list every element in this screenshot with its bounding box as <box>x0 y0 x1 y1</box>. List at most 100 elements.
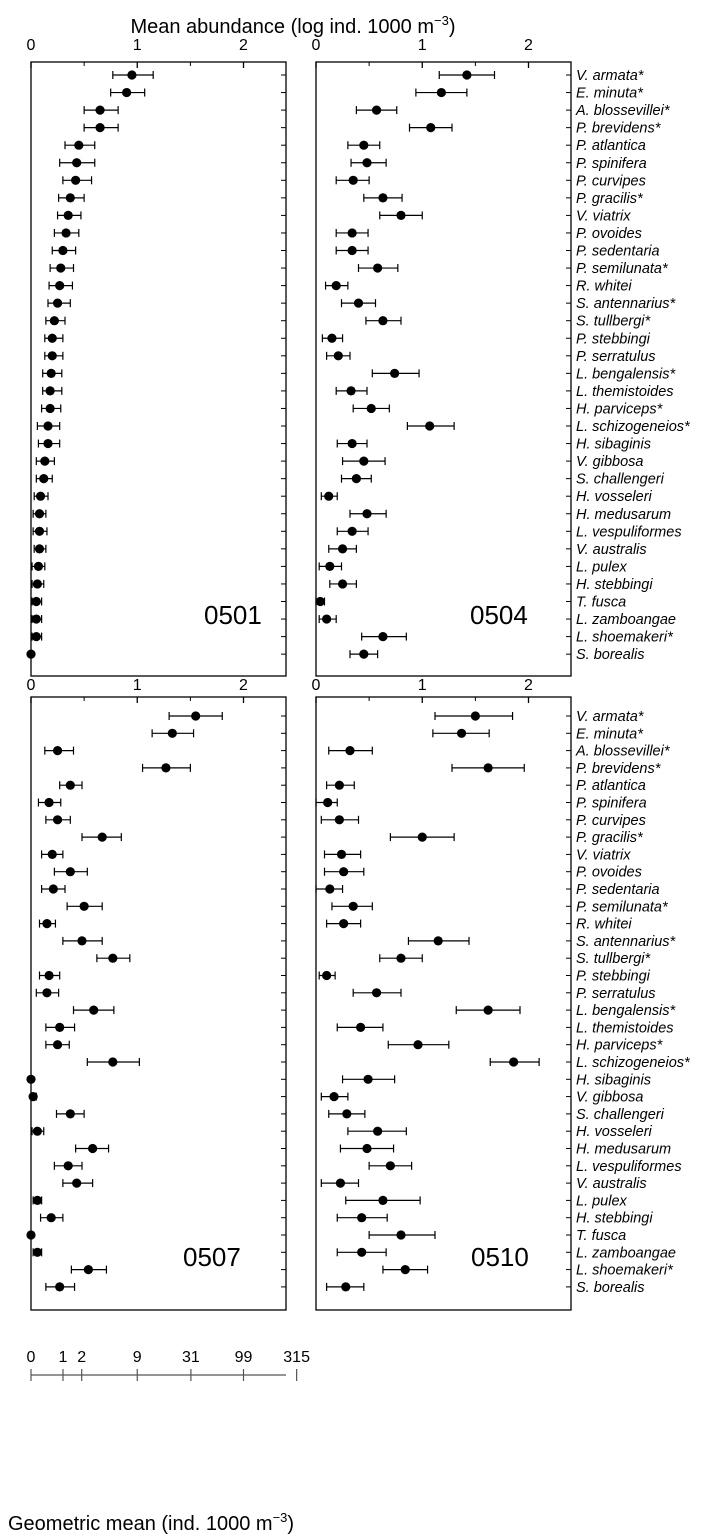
species-label: A. blossevillei* <box>575 103 671 119</box>
species-label: H. sibaginis <box>576 1072 651 1088</box>
mean-point <box>49 316 59 326</box>
mean-point <box>191 711 201 721</box>
species-label: S. borealis <box>576 1280 645 1296</box>
mean-point <box>35 491 46 501</box>
mean-point <box>26 649 36 659</box>
species-label: L. schizogeneios* <box>576 1055 691 1071</box>
mean-point <box>436 87 446 98</box>
species-label: V. viatrix <box>576 847 631 863</box>
mean-point <box>371 105 382 115</box>
mean-point <box>336 849 347 860</box>
mean-point <box>32 1247 42 1257</box>
species-label: V. armata* <box>576 709 645 725</box>
species-label: P. stebbingi <box>576 331 651 347</box>
mean-point <box>329 1092 339 1102</box>
species-label: V. australis <box>576 1176 647 1192</box>
secondary-tick-label: 9 <box>133 1349 142 1366</box>
species-label: P. gracilis* <box>576 191 644 207</box>
mean-point <box>72 1178 82 1188</box>
x-tick-label: 2 <box>239 37 248 54</box>
mean-point <box>348 901 358 911</box>
mean-point <box>52 746 63 756</box>
species-label: S. tullbergi* <box>576 951 652 967</box>
secondary-tick-label: 315 <box>283 1349 310 1366</box>
species-label: V. viatrix <box>576 208 631 224</box>
mean-point <box>362 158 372 168</box>
mean-point <box>34 526 45 536</box>
mean-point <box>45 386 55 396</box>
species-label: T. fusca <box>576 595 626 611</box>
mean-point <box>122 87 132 98</box>
mean-point <box>483 763 493 773</box>
mean-point <box>483 1005 493 1015</box>
mean-point <box>371 988 382 998</box>
mean-point <box>433 936 443 946</box>
species-label: P. brevidens* <box>576 121 662 137</box>
mean-point <box>34 509 45 519</box>
mean-point <box>55 1282 65 1292</box>
mean-point <box>425 421 435 431</box>
species-label: P. curvipes <box>576 173 646 189</box>
x-tick-label: 2 <box>239 677 248 694</box>
mean-point <box>46 1213 56 1223</box>
species-label: S. tullbergi* <box>576 314 652 330</box>
mean-point <box>333 351 343 361</box>
panel-frame-0510 <box>315 696 572 1311</box>
mean-point <box>63 210 73 220</box>
mean-point <box>362 509 372 519</box>
mean-point <box>88 1143 98 1154</box>
mean-point <box>32 579 42 589</box>
x-tick-label: 0 <box>27 677 36 694</box>
x-tick-label: 2 <box>524 37 533 54</box>
species-label: T. fusca <box>576 1228 626 1244</box>
species-label: P. atlantica <box>576 138 646 154</box>
mean-point <box>95 105 105 115</box>
mean-point <box>48 884 58 894</box>
mean-point <box>396 953 406 963</box>
mean-point <box>61 228 71 238</box>
mean-point <box>108 953 118 963</box>
mean-point <box>509 1057 519 1067</box>
mean-point <box>337 579 348 589</box>
secondary-axis-ticks: 0 1 2 9 31 99 315 <box>27 1349 310 1381</box>
mean-point <box>56 263 66 273</box>
species-label: R. whitei <box>576 917 632 933</box>
mean-point <box>325 884 335 894</box>
mean-point <box>327 333 337 343</box>
mean-point <box>26 1230 36 1240</box>
x-tick-label: 1 <box>133 677 142 694</box>
mean-point <box>32 1195 42 1205</box>
mean-point <box>40 456 50 466</box>
mean-point <box>58 245 68 256</box>
species-label: L. vespuliformes <box>576 524 682 540</box>
mean-point <box>79 901 89 911</box>
mean-point <box>31 632 41 642</box>
species-label: P. brevidens* <box>576 761 662 777</box>
mean-point <box>347 245 357 256</box>
species-label: L. pulex <box>576 559 628 575</box>
mean-point <box>337 544 348 554</box>
mean-point <box>39 474 49 484</box>
species-label: V. gibbosa <box>576 454 643 470</box>
mean-point <box>334 815 344 825</box>
species-label: H. parviceps* <box>576 401 664 417</box>
mean-point <box>378 193 388 203</box>
mean-point <box>342 1109 352 1119</box>
mean-point <box>108 1057 118 1067</box>
mean-point <box>470 711 480 721</box>
panel-frame-0504 <box>315 61 572 677</box>
mean-point <box>65 193 75 203</box>
x-tick-label: 2 <box>524 677 533 694</box>
mean-point <box>52 1040 63 1050</box>
mean-point <box>359 456 369 466</box>
mean-point <box>426 123 436 133</box>
mean-point <box>43 421 53 431</box>
mean-point <box>127 70 137 80</box>
species-label: R. whitei <box>576 279 632 295</box>
mean-point <box>359 649 369 659</box>
mean-point <box>52 298 63 308</box>
mean-point <box>83 1265 93 1275</box>
mean-point <box>413 1040 423 1050</box>
mean-point <box>348 175 358 185</box>
species-label: S. antennarius* <box>576 934 677 950</box>
